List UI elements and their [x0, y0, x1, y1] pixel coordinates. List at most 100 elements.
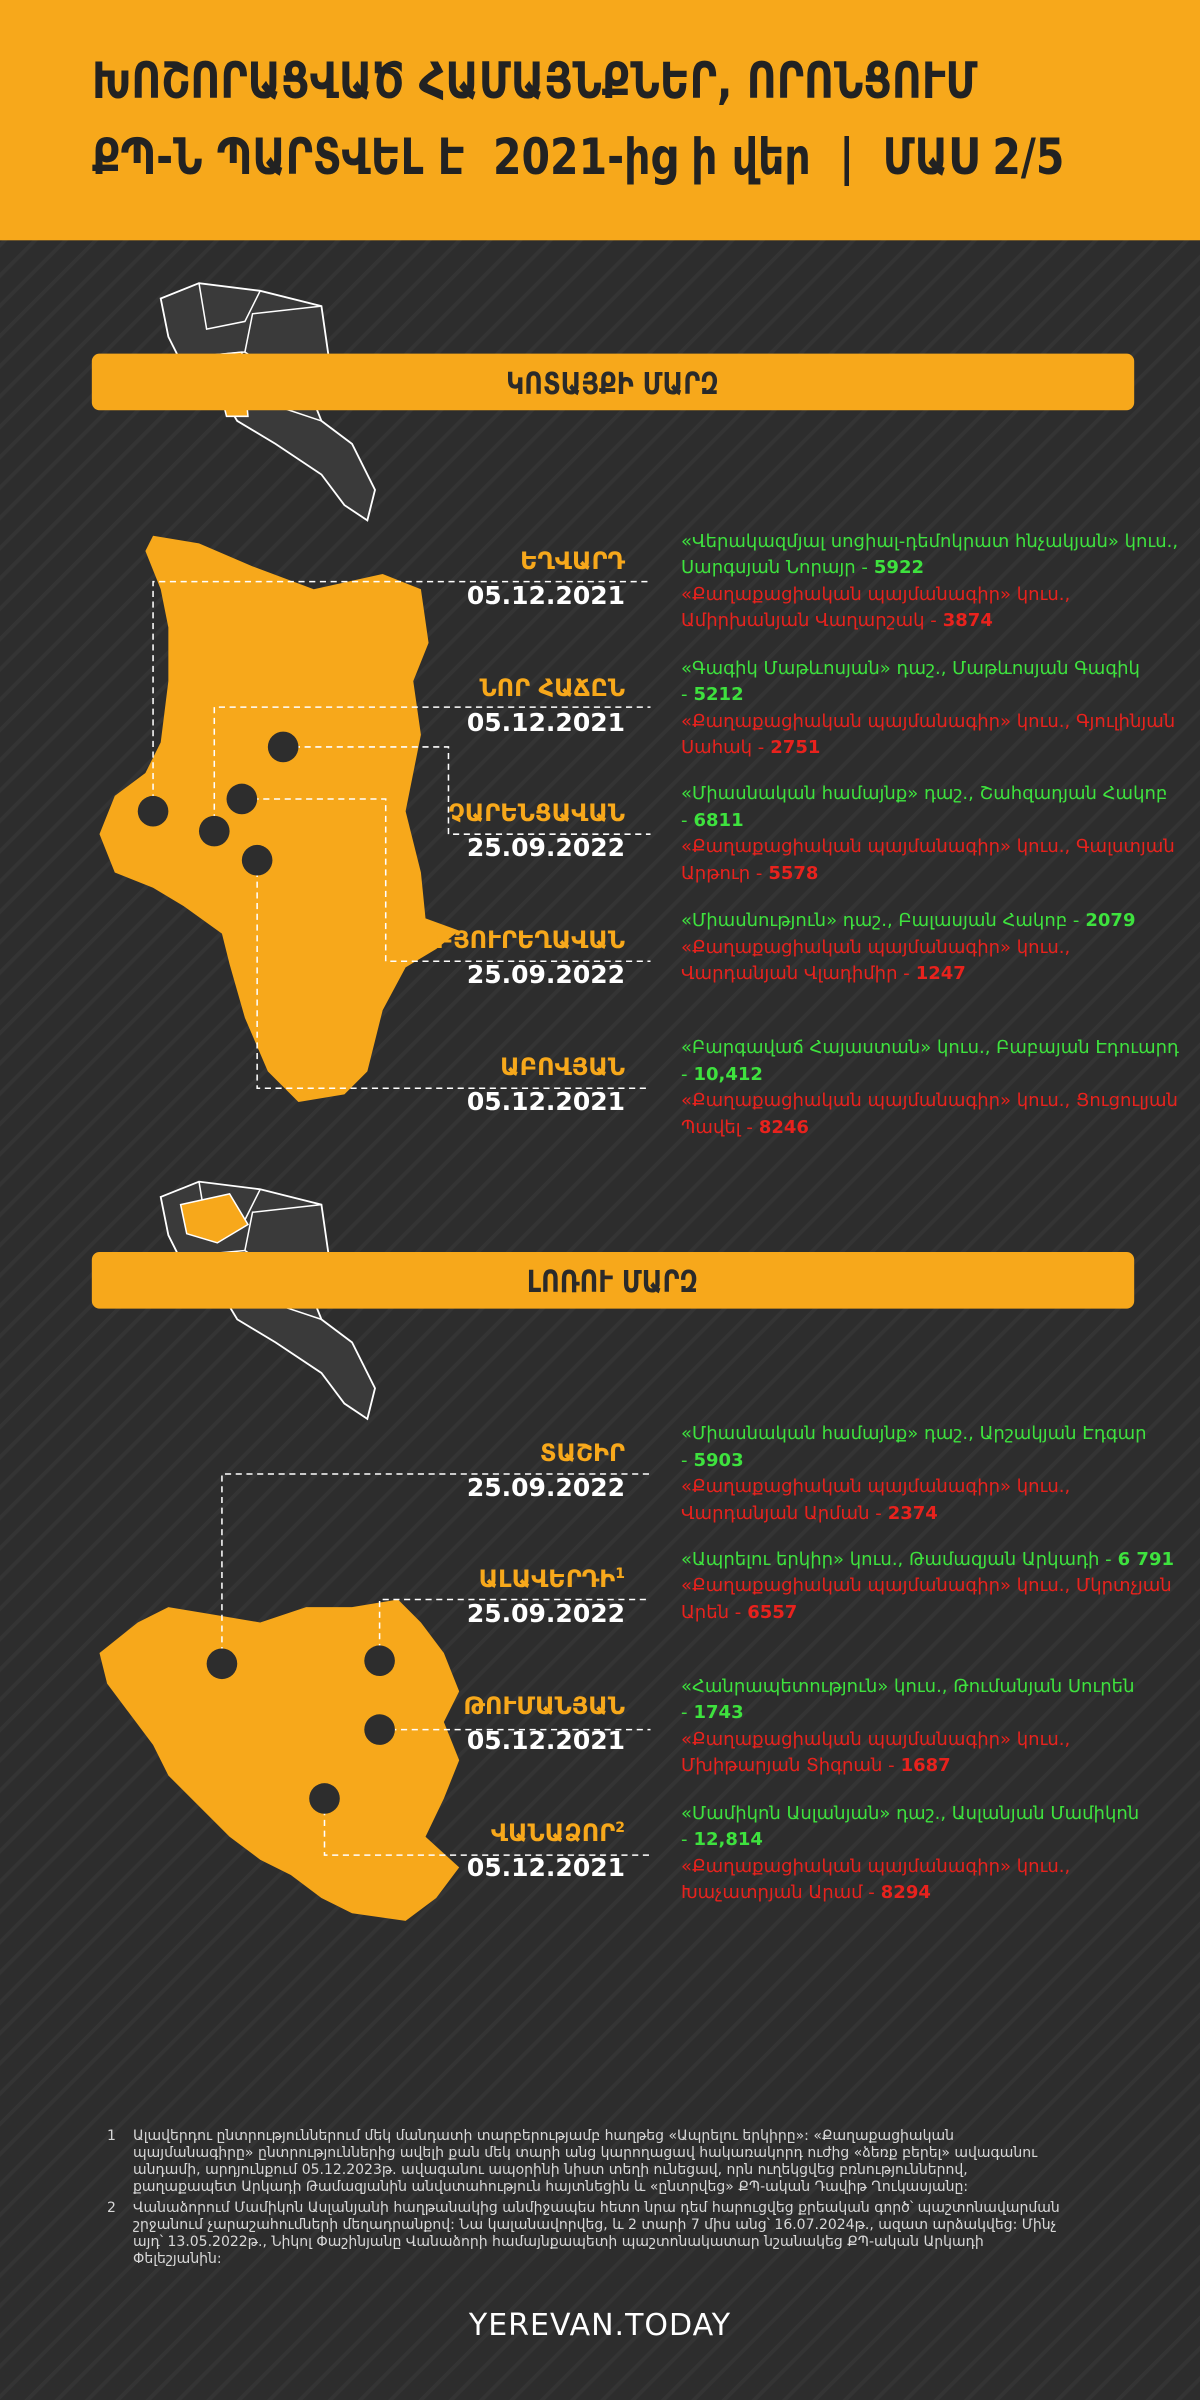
party: «Քաղաքացիական պայմանագիր» կուս., — [681, 1575, 1071, 1597]
party: «Քաղաքացիական պայմանագիր» կուս., — [681, 836, 1071, 858]
votes: 6811 — [693, 809, 744, 831]
votes: 2079 — [1085, 910, 1136, 932]
region-title: ԼՈՌՈՒ ՄԱՐԶ — [526, 1265, 699, 1301]
party: «Քաղաքացիական պայմանագիր» կուս., — [681, 1855, 1071, 1877]
election-date: 25.09.2022 — [466, 833, 625, 863]
votes: 2751 — [770, 737, 821, 759]
community-name-text: ԲՅՈՒՐԵՂԱՎԱՆ — [435, 926, 625, 955]
candidate: Արշակյան Էդգար - — [681, 1423, 1147, 1471]
candidate: Ամիրխանյան Վաղարշակ - — [681, 610, 937, 632]
party: «Գագիկ Մաթևոսյան» դաշ., — [681, 657, 947, 679]
votes: 5903 — [693, 1449, 744, 1471]
community-name-text: ՎԱՆԱՁՈՐ — [490, 1818, 616, 1847]
community-name: ԱԼԱՎԵՐԴԻ1 — [205, 1565, 625, 1593]
party: «Հանրապետություն» կուս., — [681, 1675, 948, 1697]
votes: 2374 — [887, 1502, 938, 1524]
votes: 6557 — [747, 1601, 798, 1623]
community-name: ՉԱՐԵՆՑԱՎԱՆ — [205, 799, 625, 827]
community-name-text: ՆՈՐ ՀԱՃԸՆ — [479, 673, 625, 702]
candidate: Մաթևոսյան Գագիկ - — [681, 657, 1140, 706]
votes: 6 791 — [1117, 1548, 1174, 1570]
election-date: 05.12.2021 — [466, 1852, 625, 1882]
community-name: ՎԱՆԱՁՈՐ2 — [205, 1819, 625, 1847]
election-date: 25.09.2022 — [466, 1598, 625, 1628]
candidate: Խաչատրյան Արամ - — [681, 1882, 875, 1904]
logo: YEREVAN.TODAY — [468, 2308, 732, 2343]
results: «Մամիկոն Ասլանյան» դաշ., Ասլանյան Մամիկո… — [681, 1801, 1186, 1907]
community-name-text: ԹՈՒՄԱՆՅԱՆ — [463, 1691, 625, 1720]
party: «Քաղաքացիական պայմանագիր» կուս., — [681, 583, 1071, 605]
candidate: Վարդանյան Վլադիմիր - — [681, 963, 910, 985]
party: «Վերակազմյալ սոցիալ-դեմոկրատ հնչակյան» կ… — [681, 530, 1179, 552]
party: «Միասնական համայնք» դաշ., — [681, 1423, 974, 1445]
results: «Գագիկ Մաթևոսյան» դաշ., Մաթևոսյան Գագիկ … — [681, 656, 1186, 762]
votes: 5922 — [873, 557, 925, 579]
footnote-number: 2 — [107, 2200, 116, 2216]
party: «Միասնություն» դաշ., — [681, 910, 893, 932]
footnote-number: 1 — [107, 2128, 116, 2144]
election-date: 25.09.2022 — [466, 1473, 625, 1503]
votes: 3874 — [942, 610, 993, 632]
footnote-text: Ալավերդու ընտրություններում մեկ մանդատի … — [133, 2128, 1038, 2195]
footnote-text: Վանաձորում Մամիկոն Ասլանյանի հաղթանակից … — [133, 2200, 1060, 2267]
community-name-text: ԵՂՎԱՐԴ — [520, 546, 625, 575]
candidate: Սարգսյան Նորայր - — [681, 557, 868, 579]
candidate: Բալասյան Հակոբ - — [898, 910, 1080, 932]
candidate: Մկրտչյան Արեն - — [681, 1575, 1172, 1623]
candidate: Ցուցուլյան Պավել - — [681, 1090, 1178, 1138]
election-date: 05.12.2021 — [466, 580, 625, 610]
footnote: 2 Վանաձորում Մամիկոն Ասլանյանի հաղթանակից… — [107, 2200, 1067, 2268]
votes: 1687 — [900, 1755, 951, 1777]
footnote: 1 Ալավերդու ընտրություններում մեկ մանդատի… — [107, 2128, 1067, 2196]
winner: «Ապրելու երկիր» կուս., Թամազյան Արկադի -… — [681, 1547, 1186, 1574]
party: «Բարգավաճ Հայաստան» կուս., — [681, 1037, 991, 1059]
votes: 8246 — [758, 1116, 809, 1138]
winner: «Միասնական համայնք» դաշ., Արշակյան Էդգար… — [681, 1421, 1186, 1474]
candidate: Շահզադյան Հակոբ - — [681, 783, 1168, 831]
community-name: ԹՈՒՄԱՆՅԱՆ — [205, 1692, 625, 1720]
community-name-text: ՏԱՇԻՐ — [539, 1439, 625, 1468]
winner: «Միասնություն» դաշ., Բալասյան Հակոբ -207… — [681, 908, 1186, 935]
election-date: 05.12.2021 — [466, 1725, 625, 1755]
winner: «Մամիկոն Ասլանյան» դաշ., Ասլանյան Մամիկո… — [681, 1801, 1186, 1854]
party: «Մամիկոն Ասլանյան» դաշ., — [681, 1802, 947, 1824]
candidate: Բաբայան Էդուարդ - — [681, 1037, 1179, 1085]
community-name-text: ՉԱՐԵՆՑԱՎԱՆ — [448, 799, 625, 828]
winner: «Բարգավաճ Հայաստան» կուս., Բաբայան Էդուա… — [681, 1035, 1186, 1088]
votes: 5578 — [768, 862, 819, 884]
votes: 1743 — [693, 1702, 744, 1724]
community-name-text: ԱԲՈՎՅԱՆ — [500, 1053, 625, 1082]
party: «Քաղաքացիական պայմանագիր» կուս., — [681, 1090, 1071, 1112]
runner-up: «Քաղաքացիական պայմանագիր» կուս., Խաչատրյ… — [681, 1854, 1186, 1907]
community-name: ԵՂՎԱՐԴ — [205, 547, 625, 575]
runner-up: «Քաղաքացիական պայմանագիր» կուս., Գալստյա… — [681, 834, 1186, 887]
winner: «Գագիկ Մաթևոսյան» դաշ., Մաթևոսյան Գագիկ … — [681, 656, 1186, 709]
community-name: ԱԲՈՎՅԱՆ — [205, 1053, 625, 1081]
results: «Ապրելու երկիր» կուս., Թամազյան Արկադի -… — [681, 1547, 1186, 1627]
results: «Միասնական համայնք» դաշ., Արշակյան Էդգար… — [681, 1421, 1186, 1527]
community-name: ԲՅՈՒՐԵՂԱՎԱՆ — [205, 926, 625, 954]
runner-up: «Քաղաքացիական պայմանագիր» կուս., Մկրտչյա… — [681, 1573, 1186, 1626]
runner-up: «Քաղաքացիական պայմանագիր» կուս., Վարդանյ… — [681, 935, 1186, 988]
results: «Հանրապետություն» կուս., Թումանյան Սուրե… — [681, 1674, 1186, 1780]
community-name: ՏԱՇԻՐ — [205, 1439, 625, 1467]
votes: 8294 — [880, 1882, 931, 1904]
runner-up: «Քաղաքացիական պայմանագիր» կուս., Ցուցուլ… — [681, 1088, 1186, 1141]
runner-up: «Քաղաքացիական պայմանագիր» կուս., Ամիրխան… — [681, 582, 1186, 635]
footnote-ref: 1 — [615, 1565, 625, 1582]
votes: 5212 — [693, 684, 744, 706]
party: «Քաղաքացիական պայմանագիր» կուս., — [681, 1476, 1071, 1498]
region-title: ԿՈՏԱՅՔԻ ՄԱՐԶ — [506, 366, 719, 402]
results: «Միասնական համայնք» դաշ., Շահզադյան Հակո… — [681, 781, 1186, 887]
title: ԽՈՇՈՐԱՑՎԱԾ ՀԱՄԱՅՆՔՆԵՐ, ՈՐՈՆՑՈՒՄ — [92, 52, 978, 110]
candidate: Գյուլինյան Սահակ - — [681, 710, 1176, 759]
footnote-ref: 2 — [615, 1819, 625, 1836]
party: «Քաղաքացիական պայմանագիր» կուս., — [681, 710, 1071, 732]
election-date: 05.12.2021 — [466, 1087, 625, 1117]
candidate: Թամազյան Արկադի - — [909, 1548, 1112, 1570]
candidate: Թումանյան Սուրեն - — [681, 1675, 1135, 1724]
votes: 10,412 — [693, 1063, 763, 1085]
votes: 1247 — [915, 963, 966, 985]
